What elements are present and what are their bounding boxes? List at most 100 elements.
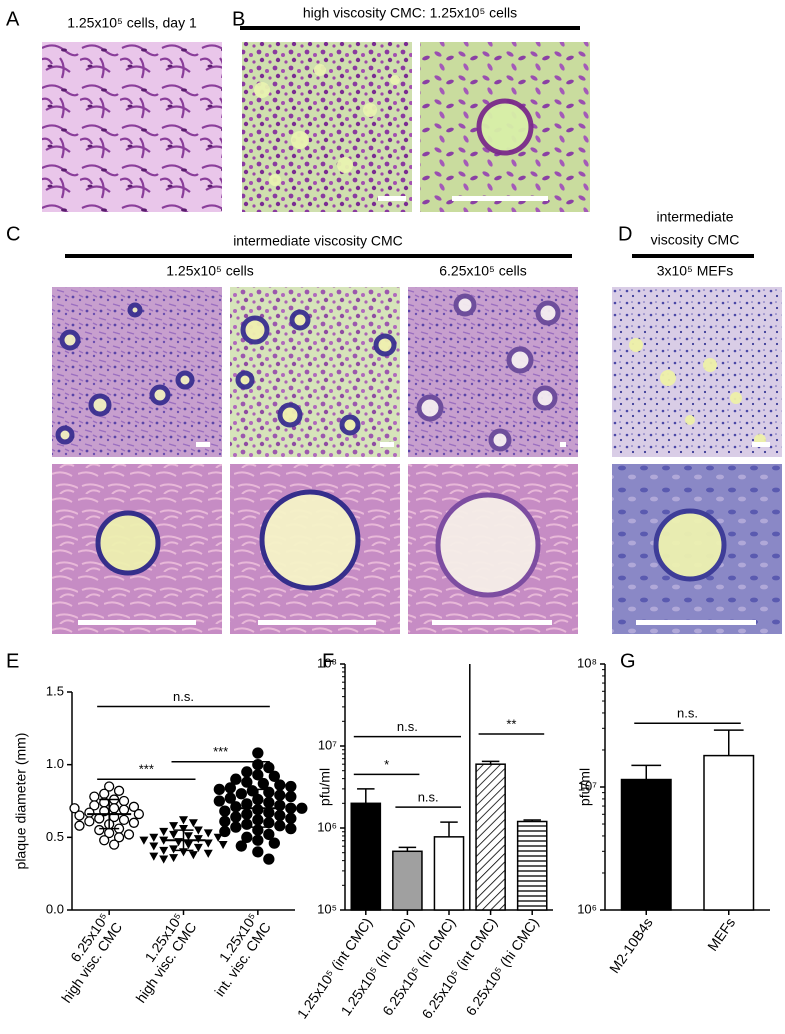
micrograph — [242, 42, 412, 212]
data-point — [99, 788, 110, 799]
data-point — [274, 789, 286, 801]
data-point — [159, 846, 169, 855]
data-point — [268, 837, 280, 849]
y-tick-label: 0.0 — [46, 901, 64, 916]
title-bar — [632, 254, 754, 258]
error-bar — [713, 729, 744, 756]
data-point — [213, 783, 225, 796]
panel-title: intermediate — [656, 209, 733, 225]
panel-letter: F — [322, 650, 334, 672]
data-point — [84, 807, 95, 818]
data-point — [219, 805, 231, 817]
micrograph — [42, 42, 222, 212]
data-point — [94, 813, 105, 824]
plaque — [363, 103, 377, 117]
data-point — [179, 825, 188, 834]
data-point — [123, 829, 135, 840]
y-axis-label: pfu/ml — [317, 768, 333, 806]
plaque — [175, 370, 195, 390]
error-bar — [173, 829, 194, 852]
data-point — [149, 833, 159, 842]
plaque — [88, 393, 112, 417]
data-point — [149, 852, 159, 861]
data-point — [219, 825, 231, 838]
plaque — [254, 82, 270, 98]
plaque — [703, 358, 717, 372]
plaque — [476, 98, 534, 156]
data-point — [213, 795, 225, 807]
data-point — [183, 832, 193, 841]
data-point — [241, 776, 253, 788]
x-tick-label: M2-10B4s — [606, 915, 656, 976]
panel-subtitle: 6.25x10⁵ cells — [439, 263, 527, 279]
scale-bar — [432, 620, 552, 625]
data-point — [69, 803, 80, 814]
y-tick-label: 10⁸ — [577, 655, 597, 670]
data-point — [203, 839, 213, 848]
y-tick-label: 10⁸ — [317, 655, 337, 670]
data-point — [89, 791, 100, 802]
plaque — [240, 315, 270, 345]
scale-bar — [258, 620, 376, 625]
data-point — [263, 817, 275, 829]
data-point — [252, 846, 264, 858]
scale-bar — [196, 442, 210, 447]
error-bar — [99, 798, 120, 830]
y-axis-label: plaque diameter (mm) — [13, 733, 29, 870]
significance-label: *** — [213, 744, 228, 759]
data-point — [193, 835, 203, 844]
panel-letter: B — [232, 8, 245, 30]
bar — [433, 836, 465, 911]
x-tick-label: 1.25x10⁵ (hi CMC) — [338, 915, 417, 1019]
significance-label: n.s. — [173, 689, 194, 704]
data-point — [179, 816, 188, 825]
data-point — [230, 821, 242, 833]
significance-label: *** — [139, 762, 154, 777]
data-point — [133, 808, 145, 820]
x-tick-label: 1.25x10⁵ (int CMC) — [294, 915, 376, 1022]
plaque — [269, 174, 281, 186]
error-bar — [481, 760, 500, 765]
data-point — [263, 796, 275, 809]
significance-label: n.s. — [397, 719, 418, 734]
data-point — [296, 802, 308, 814]
data-point — [274, 820, 286, 832]
data-point — [241, 808, 253, 820]
panel-title: intermediate viscosity CMC — [233, 233, 403, 249]
micrograph — [230, 287, 400, 457]
scale-bar — [452, 196, 548, 201]
data-point — [235, 788, 247, 800]
y-tick-label: 0.5 — [46, 829, 64, 844]
plaque — [314, 64, 326, 76]
y-tick-label: 1.5 — [46, 683, 64, 698]
data-point — [94, 824, 105, 836]
data-point — [285, 802, 297, 814]
data-point — [224, 782, 236, 794]
data-point — [183, 841, 193, 850]
scale-bar — [378, 196, 406, 201]
scale-bar — [752, 442, 770, 447]
scale-bar — [380, 442, 394, 447]
plaque — [149, 384, 171, 406]
plaque — [339, 414, 361, 436]
y-tick-label: 10⁷ — [578, 778, 597, 793]
plaque — [277, 402, 303, 428]
panel-letter: E — [6, 650, 19, 672]
y-axis-label: pfu/ml — [577, 768, 593, 806]
y-tick-label: 1.0 — [46, 756, 64, 771]
data-point — [169, 822, 179, 831]
y-tick-label: 10⁷ — [318, 737, 337, 752]
data-point — [169, 854, 179, 863]
panel-letter: G — [620, 650, 636, 672]
data-point — [84, 816, 95, 827]
data-point — [169, 845, 179, 854]
significance-label: n.s. — [418, 790, 439, 805]
plaque — [506, 346, 534, 374]
data-point — [74, 820, 85, 831]
plaque — [730, 392, 742, 404]
plaque — [259, 489, 361, 591]
panel-subtitle: 3x10⁵ MEFs — [657, 263, 734, 279]
data-point — [252, 769, 264, 781]
plaque — [629, 338, 643, 352]
